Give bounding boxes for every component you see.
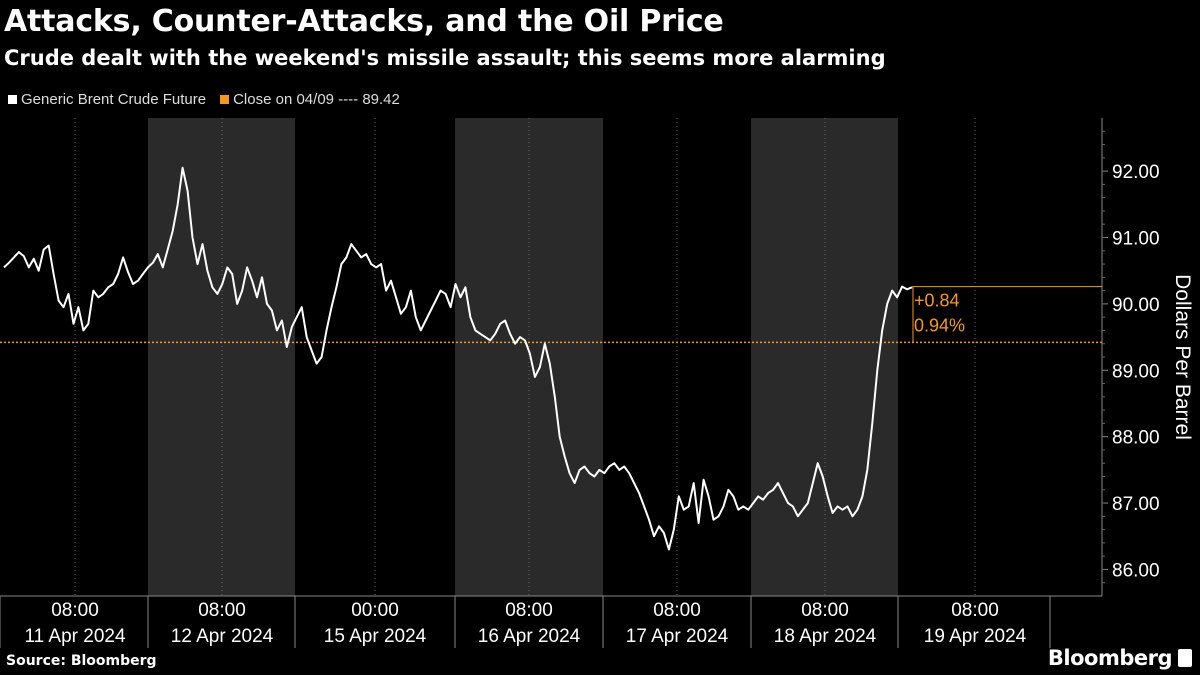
x-tick-time-1: 08:00 [198, 600, 246, 621]
x-tick-date-1: 12 Apr 2024 [171, 626, 274, 647]
x-tick-date-5: 18 Apr 2024 [774, 626, 877, 647]
x-tick-date-0: 11 Apr 2024 [24, 626, 126, 647]
change-absolute-label: +0.84 [914, 291, 960, 311]
legend-label-series: Generic Brent Crude Future [21, 91, 207, 108]
y-axis-label: Dollars Per Barrel [1171, 274, 1194, 440]
source-note: Source: Bloomberg [6, 653, 157, 669]
y-tick-label-3: 89.00 [1112, 361, 1160, 382]
chart-title: Attacks, Counter-Attacks, and the Oil Pr… [4, 4, 724, 39]
legend-swatch-reference [220, 95, 230, 104]
x-tick-time-4: 08:00 [653, 600, 701, 621]
legend-swatch-series [8, 95, 17, 104]
x-tick-time-5: 08:00 [801, 600, 849, 621]
x-tick-time-0: 08:00 [51, 600, 99, 621]
y-tick-label-0: 86.00 [1112, 560, 1160, 581]
x-tick-date-2: 15 Apr 2024 [324, 626, 427, 647]
legend-item-reference: Close on 04/09 ---- 89.42 [220, 91, 400, 108]
x-tick-date-6: 19 Apr 2024 [924, 626, 1027, 647]
y-tick-label-1: 87.00 [1112, 494, 1160, 515]
x-axis-ticks: 08:00 11 Apr 2024 08:00 12 Apr 2024 00:00 15 … [0, 596, 1051, 648]
change-percent-label: 0.94% [914, 316, 965, 336]
bloomberg-logo: Bloomberg [1048, 646, 1192, 670]
bloomberg-terminal-icon [1178, 649, 1192, 667]
y-tick-label-4: 90.00 [1112, 295, 1160, 316]
x-tick-time-2: 00:00 [351, 600, 399, 621]
x-tick-date-4: 17 Apr 2024 [626, 626, 729, 647]
y-tick-label-6: 92.00 [1112, 162, 1160, 183]
y-tick-label-2: 88.00 [1112, 428, 1160, 449]
shaded-session-3 [455, 118, 603, 596]
legend-label-reference: Close on 04/09 ---- 89.42 [233, 91, 400, 108]
brand-name: Bloomberg [1047, 646, 1173, 670]
y-axis-ticks: 86.00 87.00 88.00 89.00 90.00 91.00 92.00 [1102, 130, 1160, 584]
x-tick-date-3: 16 Apr 2024 [478, 626, 581, 647]
series-line-brent [3, 166, 913, 551]
x-tick-time-6: 08:00 [951, 600, 999, 621]
x-tick-time-3: 08:00 [505, 600, 553, 621]
shaded-session-1 [148, 118, 295, 596]
legend-item-series: Generic Brent Crude Future [8, 91, 206, 108]
shaded-sessions [148, 118, 898, 596]
legend: Generic Brent Crude Future Close on 04/0… [8, 91, 414, 108]
chart-subtitle: Crude dealt with the weekend's missile a… [4, 46, 886, 70]
shaded-session-5 [751, 118, 898, 596]
y-tick-label-5: 91.00 [1112, 229, 1160, 250]
